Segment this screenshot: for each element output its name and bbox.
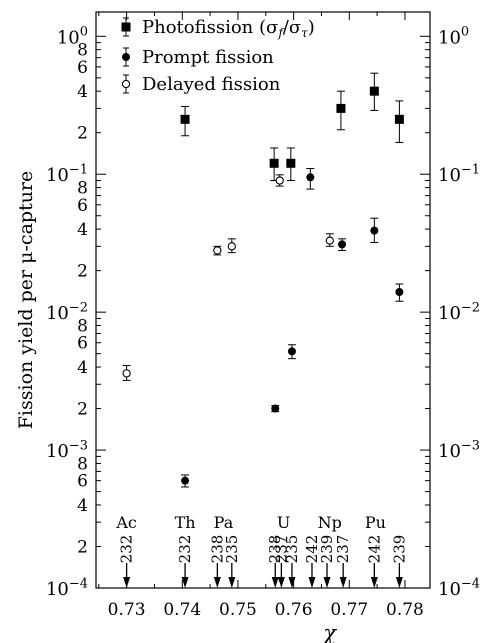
y-minor-label: 8: [77, 454, 88, 474]
y-minor-label: 8: [77, 317, 88, 337]
y-minor-label: 2: [77, 124, 88, 144]
y-tick-label-right: 10−1: [438, 163, 480, 187]
y-axis-title: Fission yield per μ-capture: [15, 171, 37, 430]
y-minor-label: 6: [77, 472, 88, 492]
isotope-label: 239: [390, 535, 408, 564]
isotope-label: 242: [303, 535, 321, 564]
isotope-label: 232: [118, 535, 136, 564]
isotope-label: 235: [223, 535, 241, 564]
isotope-arrow-head: [277, 577, 285, 588]
isotope-arrow-head: [339, 577, 347, 588]
y-tick-label-right: 10−2: [438, 301, 480, 325]
element-label: Pu: [365, 513, 386, 532]
photofission-point: [394, 114, 404, 124]
prompt-fission-point: [338, 240, 347, 249]
photofission-point: [336, 103, 346, 113]
x-axis-label: χ: [321, 621, 337, 643]
isotope-arrow-head: [228, 577, 236, 588]
y-axis-label: Fission yield per μ-capture: [15, 171, 37, 430]
x-tick-label: 0.78: [386, 600, 424, 620]
prompt-fission-point: [306, 173, 315, 182]
legend-label: Prompt fission: [142, 47, 274, 68]
legend: Photofission (σf/στ) Prompt fission Delaye…: [121, 17, 315, 95]
prompt-fission-point: [370, 226, 379, 235]
y-tick-label-left: 10−1: [46, 163, 88, 187]
isotope-label: 237: [334, 535, 352, 564]
delayed-fission-point: [275, 176, 284, 185]
element-label: Pa: [214, 513, 234, 532]
isotope-arrow-head: [323, 577, 331, 588]
y-minor-label: 6: [77, 58, 88, 78]
axis-ticks: 0.73 0.74 0.75 0.76 0.77 0.78 10−4 10−4 10−3 10−3…: [46, 12, 480, 620]
isotope-arrow-head: [123, 577, 131, 588]
legend-open-circle-marker: [121, 79, 131, 89]
legend-label: Photofission (σf/στ): [142, 17, 315, 40]
y-tick-label-left: 100: [57, 25, 88, 49]
legend-square-marker: [121, 22, 131, 32]
y-minor-label: 8: [77, 179, 88, 199]
y-tick-label-right: 10−3: [438, 439, 480, 463]
y-tick-label-right: 10−4: [438, 576, 480, 600]
isotope-label: 239: [318, 535, 336, 564]
element-label: Th: [175, 513, 196, 532]
y-minor-label: 4: [77, 82, 88, 102]
y-minor-label: 2: [77, 400, 88, 420]
isotope-arrow-head: [271, 577, 279, 588]
y-minor-label: 4: [77, 220, 88, 240]
isotope-arrow-head: [213, 577, 221, 588]
delayed-fission-point: [213, 246, 222, 255]
plot-frame: [95, 11, 431, 589]
element-label: Np: [318, 513, 342, 532]
isotope-arrow-head: [395, 577, 403, 588]
isotope-label: 238: [266, 535, 284, 564]
x-tick-label: 0.73: [108, 600, 146, 620]
x-tick-label: 0.77: [330, 600, 368, 620]
element-labels: Ac Th Pa U Np Pu: [115, 513, 386, 532]
photofission-point: [269, 158, 279, 168]
y-tick-label-left: 10−2: [46, 301, 88, 325]
photofission-point: [369, 86, 379, 96]
x-tick-label: 0.76: [275, 600, 313, 620]
y-minor-label: 4: [77, 496, 88, 516]
isotope-label: 238: [208, 535, 226, 564]
isotope-arrow-head: [370, 577, 378, 588]
legend-filled-circle-marker: [122, 53, 130, 61]
x-tick-label: 0.74: [163, 600, 201, 620]
y-minor-label: 2: [77, 262, 88, 282]
y-minor-label: 4: [77, 358, 88, 378]
y-minor-label: 6: [77, 334, 88, 354]
x-tick-label: 0.75: [219, 600, 257, 620]
y-tick-label-left: 10−4: [46, 576, 88, 600]
isotope-arrow-head: [308, 577, 316, 588]
prompt-fission-point: [287, 347, 296, 356]
x-axis-title: χ: [321, 621, 337, 643]
isotope-label: 237: [272, 535, 290, 564]
prompt-fission-point: [395, 287, 404, 296]
isotope-label: 232: [176, 535, 194, 564]
y-minor-label: 2: [77, 537, 88, 557]
prompt-fission-point: [181, 476, 190, 485]
isotope-label: 235: [283, 535, 301, 564]
isotope-arrow-head: [181, 577, 189, 588]
y-minor-label: 8: [77, 41, 88, 61]
legend-label: Delayed fission: [142, 74, 281, 95]
element-label: Ac: [115, 513, 137, 532]
isotope-label: 242: [365, 535, 383, 564]
y-tick-label-left: 10−3: [46, 439, 88, 463]
prompt-fission-point: [271, 404, 280, 413]
isotope-arrow-head: [288, 577, 296, 588]
delayed-fission-point: [122, 369, 131, 378]
photofission-point: [180, 114, 190, 124]
y-minor-label: 6: [77, 196, 88, 216]
y-tick-label-right: 100: [438, 25, 469, 49]
plot-area-border: [95, 11, 431, 589]
photofission-point: [286, 158, 296, 168]
data-points: [122, 72, 404, 488]
delayed-fission-point: [227, 242, 236, 251]
delayed-fission-point: [325, 236, 334, 245]
element-label: U: [277, 513, 290, 532]
